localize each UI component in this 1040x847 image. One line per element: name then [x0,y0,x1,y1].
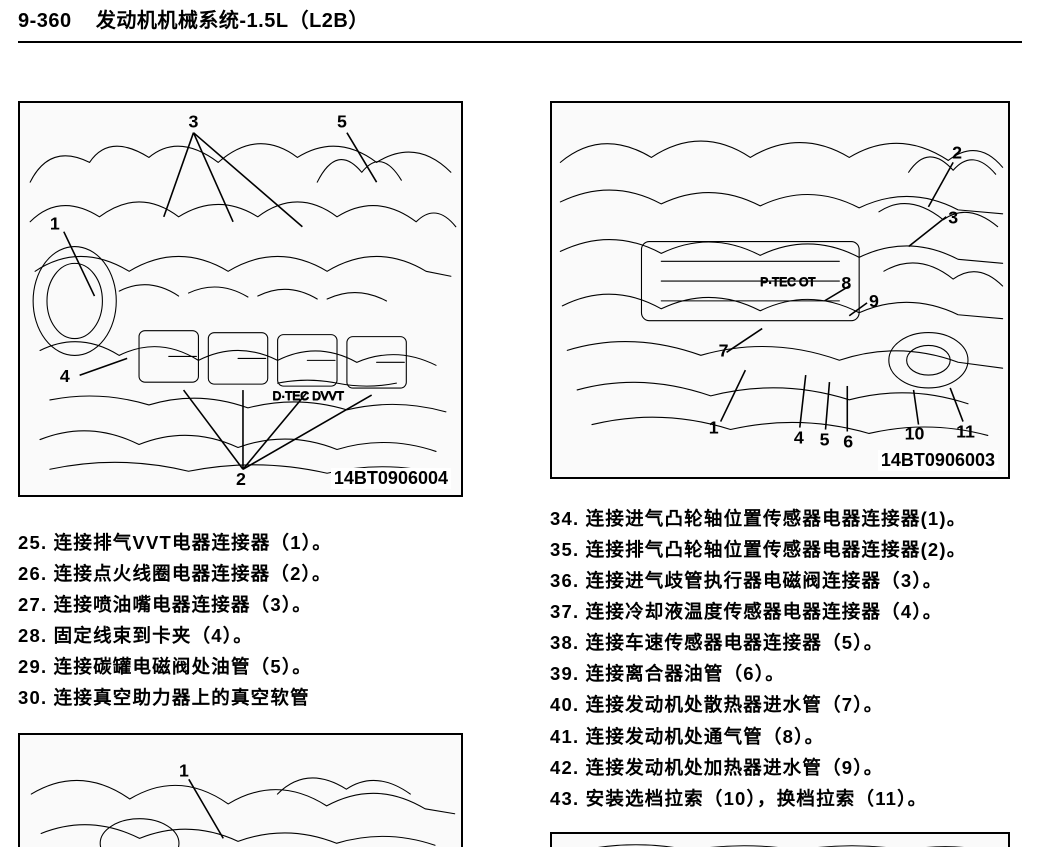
step-36: 36. 连接进气歧管执行器电磁阀连接器（3）。 [550,565,1022,596]
figure-left-2-partial: 1 [18,733,463,847]
figure-right-2-partial [550,832,1010,847]
figure-left-1-svg: D·TEC DVVT [20,103,461,495]
step-number: 26 [18,563,41,584]
callout-1: 1 [50,214,60,234]
step-text: 连接碳罐电磁阀处油管（5）。 [54,656,312,677]
figure-left-2-svg: 1 [20,735,461,847]
steps-left: 25. 连接排气VVT电器连接器（1）。 26. 连接点火线圈电器连接器（2）。… [18,527,490,713]
callout-1: 1 [179,761,189,781]
page: 9-360 发动机机械系统-1.5L（L2B） [0,0,1040,847]
callout-10: 10 [905,423,925,443]
callout-1: 1 [709,417,719,437]
callout-2: 2 [236,469,246,489]
figure-right-1-svg: P·TEC OT [552,103,1008,477]
callout-2: 2 [952,142,962,162]
step-42: 42. 连接发动机处加热器进水管（9）。 [550,752,1022,783]
two-column-body: D·TEC DVVT [18,101,1022,847]
step-number: 34 [550,508,573,529]
page-number: 9-360 [18,10,72,32]
left-column: D·TEC DVVT [18,101,490,847]
right-column: P·TEC OT [550,101,1022,847]
callout-6: 6 [843,431,853,451]
step-37: 37. 连接冷却液温度传感器电器连接器（4）。 [550,596,1022,627]
step-text: 连接发动机处通气管（8）。 [586,726,825,747]
step-40: 40. 连接发动机处散热器进水管（7）。 [550,689,1022,720]
steps-right: 34. 连接进气凸轮轴位置传感器电器连接器(1)。 35. 连接排气凸轮轴位置传… [550,503,1022,814]
figure-right-1-id: 14BT0906003 [878,450,998,471]
step-number: 42 [550,757,573,778]
step-number: 25 [18,532,41,553]
step-number: 41 [550,726,573,747]
step-number: 39 [550,663,573,684]
step-text: 安装选档拉索（10），换档拉索（11）。 [586,788,928,809]
figure-left-1: D·TEC DVVT [18,101,463,497]
step-38: 38. 连接车速传感器电器连接器（5）。 [550,627,1022,658]
figure-right-1: P·TEC OT [550,101,1010,479]
step-29: 29. 连接碳罐电磁阀处油管（5）。 [18,651,490,682]
figure-right-2-svg [552,834,1008,847]
step-number: 36 [550,570,573,591]
svg-text:P·TEC OT: P·TEC OT [760,275,815,289]
step-text: 连接发动机处加热器进水管（9）。 [586,757,884,778]
step-43: 43. 安装选档拉索（10），换档拉索（11）。 [550,783,1022,814]
callout-4: 4 [60,366,70,386]
callout-8: 8 [841,273,851,293]
step-number: 37 [550,601,573,622]
step-26: 26. 连接点火线圈电器连接器（2）。 [18,558,490,589]
callout-9: 9 [869,291,879,311]
figure-left-1-id: 14BT0906004 [331,468,451,489]
step-27: 27. 连接喷油嘴电器连接器（3）。 [18,589,490,620]
callout-11: 11 [956,421,975,441]
step-number: 27 [18,594,41,615]
step-text: 连接发动机处散热器进水管（7）。 [586,694,884,715]
callout-5: 5 [820,429,830,449]
callout-4: 4 [794,427,804,447]
step-28: 28. 固定线束到卡夹（4）。 [18,620,490,651]
step-25: 25. 连接排气VVT电器连接器（1）。 [18,527,490,558]
step-number: 29 [18,656,41,677]
step-34: 34. 连接进气凸轮轴位置传感器电器连接器(1)。 [550,503,1022,534]
step-text: 连接喷油嘴电器连接器（3）。 [54,594,312,615]
step-number: 30 [18,687,41,708]
callout-5: 5 [337,112,347,132]
step-number: 28 [18,625,41,646]
step-number: 43 [550,788,573,809]
step-text: 连接排气VVT电器连接器（1）。 [54,532,332,553]
step-text: 连接进气凸轮轴位置传感器电器连接器(1)。 [586,508,967,529]
step-number: 35 [550,539,573,560]
step-35: 35. 连接排气凸轮轴位置传感器电器连接器(2)。 [550,534,1022,565]
callout-3: 3 [948,208,958,228]
step-text: 连接点火线圈电器连接器（2）。 [54,563,332,584]
step-39: 39. 连接离合器油管（6）。 [550,658,1022,689]
callout-3: 3 [189,112,199,132]
step-30: 30. 连接真空助力器上的真空软管 [18,682,490,713]
step-text: 连接冷却液温度传感器电器连接器（4）。 [586,601,943,622]
step-number: 40 [550,694,573,715]
step-text: 连接排气凸轮轴位置传感器电器连接器(2)。 [586,539,967,560]
step-41: 41. 连接发动机处通气管（8）。 [550,721,1022,752]
page-header: 9-360 发动机机械系统-1.5L（L2B） [18,0,1022,43]
step-text: 固定线束到卡夹（4）。 [54,625,253,646]
step-text: 连接离合器油管（6）。 [586,663,785,684]
step-text: 连接真空助力器上的真空软管 [54,687,310,708]
step-text: 连接车速传感器电器连接器（5）。 [586,632,884,653]
section-title: 发动机机械系统-1.5L（L2B） [96,10,369,32]
svg-text:D·TEC DVVT: D·TEC DVVT [273,389,344,403]
callout-7: 7 [719,340,729,360]
step-number: 38 [550,632,573,653]
step-text: 连接进气歧管执行器电磁阀连接器（3）。 [586,570,943,591]
